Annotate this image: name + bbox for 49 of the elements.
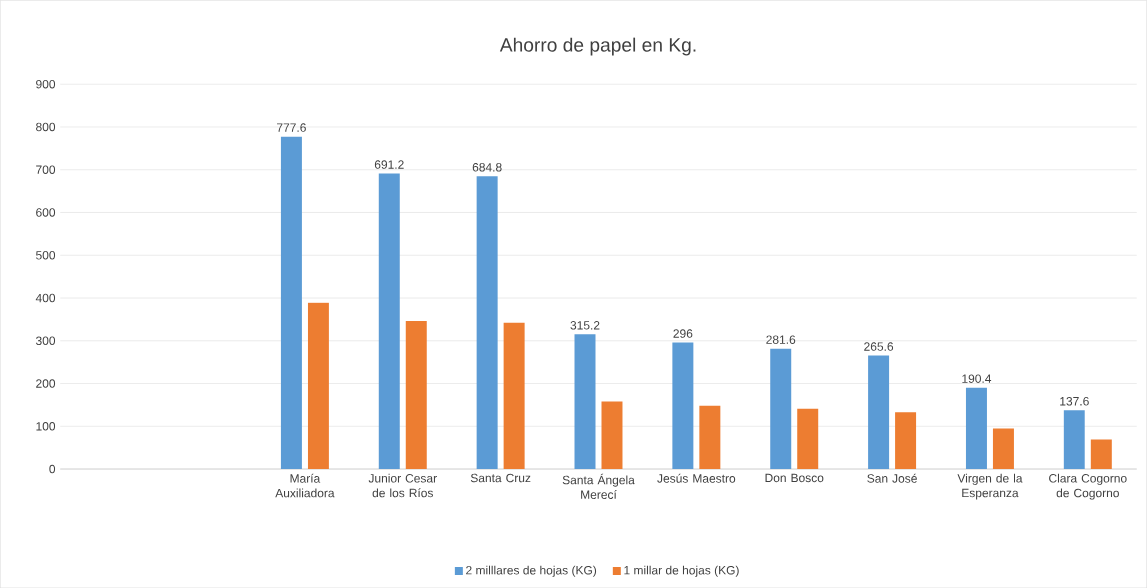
data-label: 265.6 — [864, 342, 894, 351]
x-tick-label: Santa Cruz — [470, 473, 531, 483]
data-label: 777.6 — [277, 123, 306, 132]
y-tick-label: 800 — [36, 122, 56, 132]
bar — [1090, 439, 1112, 469]
y-tick-label: 700 — [36, 165, 56, 174]
data-label: 190.4 — [962, 374, 992, 383]
y-tick-label: 900 — [36, 79, 56, 89]
y-tick-label: 200 — [36, 379, 56, 388]
bar — [503, 322, 525, 469]
x-tick-label: Junior Cesar de los Ríos — [368, 473, 437, 498]
bar — [405, 320, 427, 469]
data-label: 315.2 — [570, 320, 600, 330]
bar — [868, 355, 890, 469]
bar — [797, 408, 819, 469]
bar — [770, 348, 792, 469]
bar — [476, 176, 498, 469]
bar — [378, 173, 400, 469]
chart-title: Ahorro de papel en Kg. — [499, 37, 696, 56]
x-tick-label: San José — [867, 473, 917, 483]
x-tick-label: Clara Cogorno de Cogorno — [1049, 473, 1127, 500]
bar — [574, 334, 596, 469]
y-tick-label: 600 — [36, 208, 56, 217]
y-tick-label: 100 — [36, 421, 56, 431]
data-label: 691.2 — [374, 160, 404, 169]
data-label: 137.6 — [1060, 396, 1089, 406]
bar — [601, 401, 623, 469]
bar — [307, 302, 329, 469]
bar — [895, 412, 917, 469]
bar — [699, 405, 721, 469]
legend-label: 2 milllares de hojas (KG) — [466, 565, 597, 577]
data-label: 281.6 — [766, 335, 796, 344]
bar — [965, 387, 987, 469]
x-tick-label: María Auxiliadora — [275, 473, 335, 498]
y-tick-label: 400 — [35, 293, 56, 303]
y-tick-label: 0 — [49, 464, 56, 474]
bar — [1063, 410, 1085, 469]
bar — [672, 342, 694, 469]
y-tick-label: 500 — [36, 250, 56, 260]
bar — [992, 428, 1014, 469]
data-label: 296 — [673, 329, 693, 338]
y-tick-label: 300 — [35, 336, 56, 345]
x-tick-label: Virgen de la Esperanza — [957, 473, 1023, 500]
legend-label: 1 millar de hojas (KG) — [624, 565, 739, 577]
bar — [280, 136, 302, 469]
x-tick-label: Jesús Maestro — [657, 473, 736, 483]
x-tick-label: Don Bosco — [765, 473, 824, 482]
data-label: 684.8 — [472, 162, 502, 172]
x-tick-label: Santa Ángela Merecí — [562, 473, 635, 499]
